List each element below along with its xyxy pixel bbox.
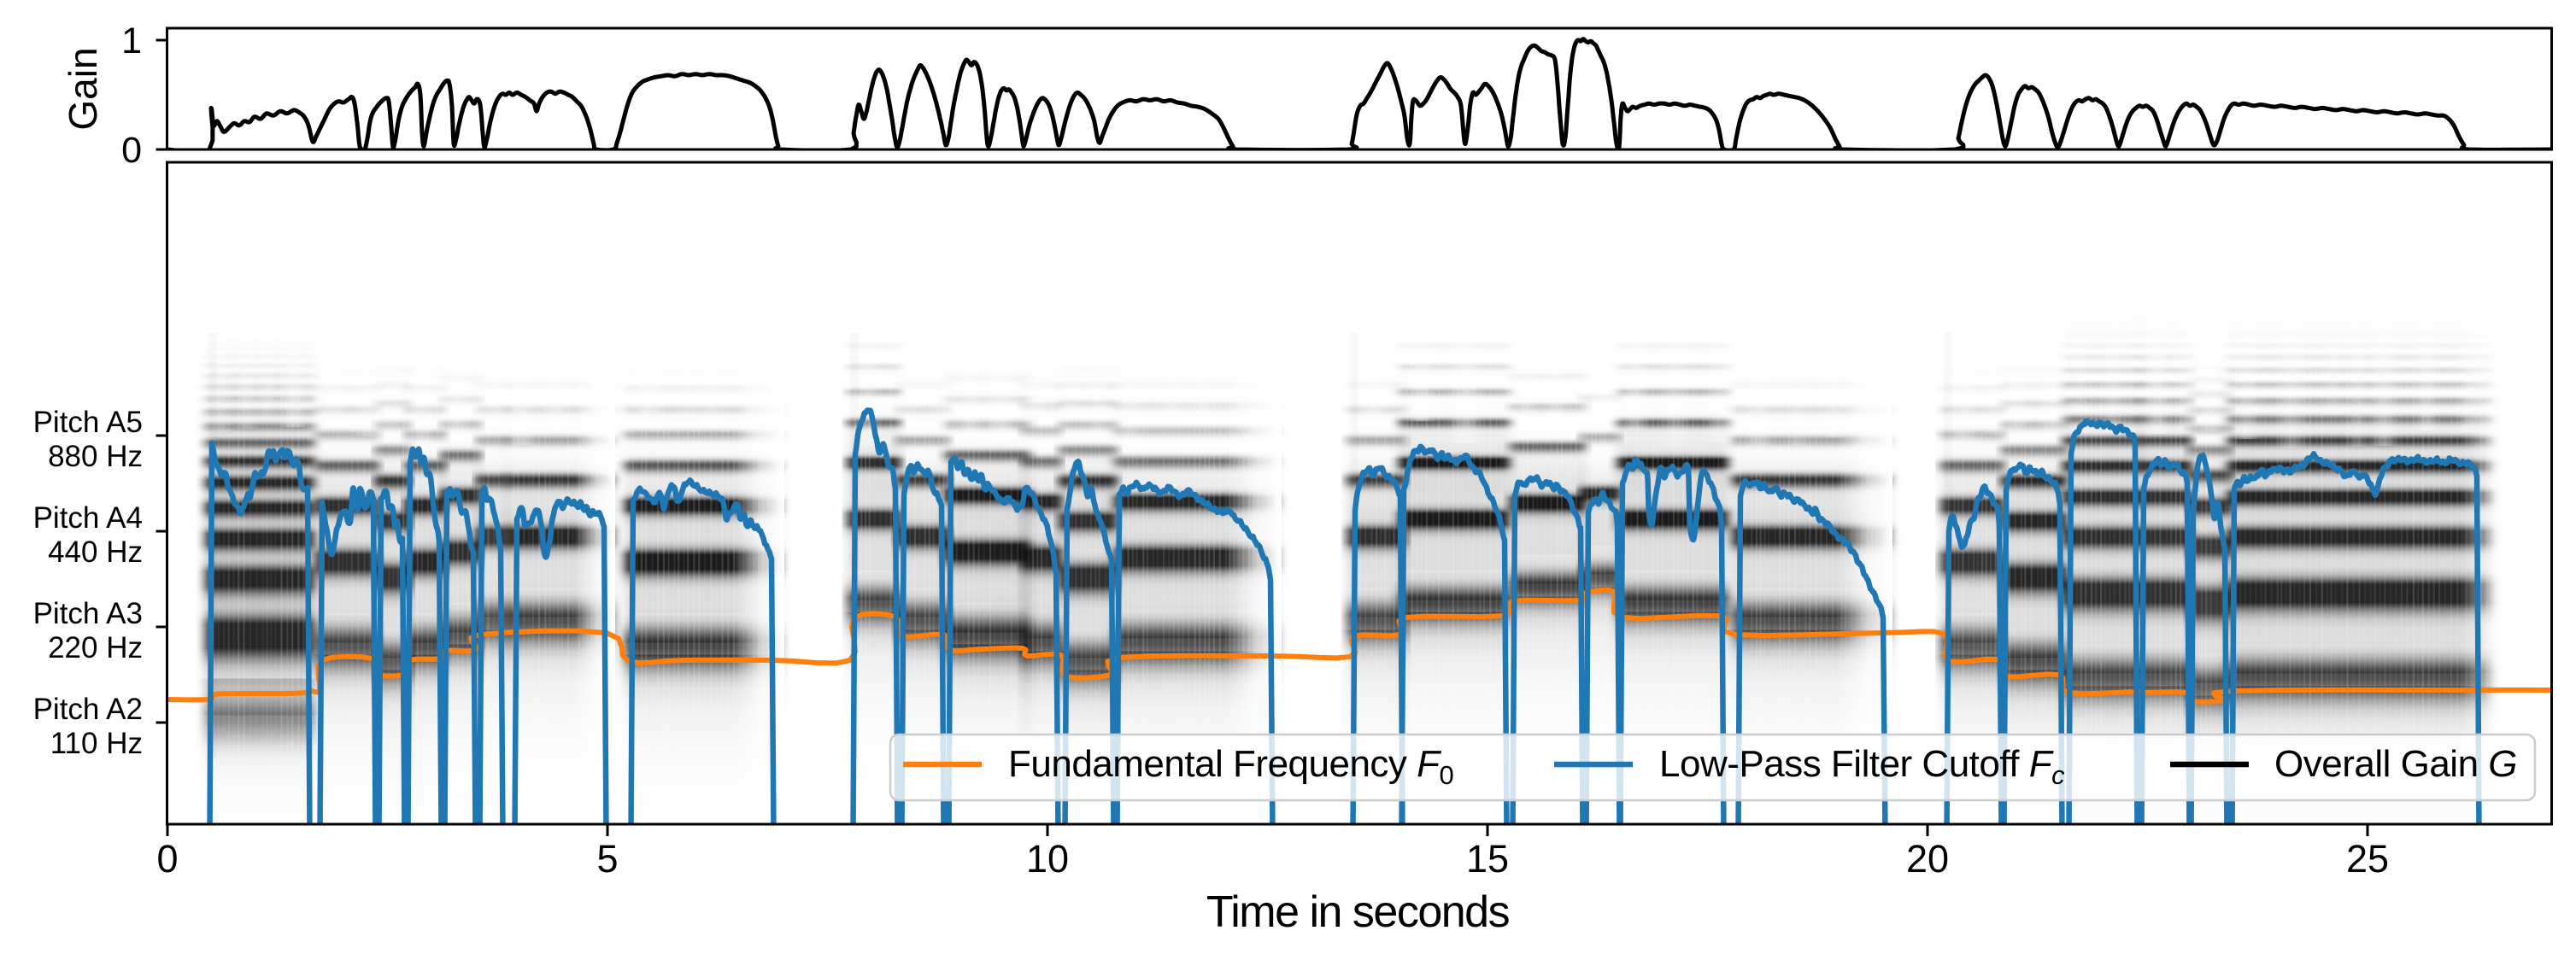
svg-text:110 Hz: 110 Hz xyxy=(50,727,143,760)
svg-text:Pitch A2: Pitch A2 xyxy=(33,693,143,726)
svg-text:10: 10 xyxy=(1026,837,1069,881)
svg-text:Time in seconds: Time in seconds xyxy=(1206,887,1510,937)
svg-text:880 Hz: 880 Hz xyxy=(48,440,143,473)
svg-text:Fundamental Frequency F0: Fundamental Frequency F0 xyxy=(1008,743,1454,790)
svg-text:Gain: Gain xyxy=(61,47,105,130)
svg-text:15: 15 xyxy=(1466,837,1509,881)
svg-text:220 Hz: 220 Hz xyxy=(48,631,143,664)
svg-text:5: 5 xyxy=(596,837,618,881)
svg-text:Pitch A5: Pitch A5 xyxy=(33,406,143,439)
svg-text:Pitch A3: Pitch A3 xyxy=(33,597,143,630)
svg-text:25: 25 xyxy=(2346,837,2389,881)
svg-text:Low-Pass Filter Cutoff Fc: Low-Pass Filter Cutoff Fc xyxy=(1659,743,2065,790)
svg-text:440 Hz: 440 Hz xyxy=(48,536,143,569)
svg-text:Overall Gain G: Overall Gain G xyxy=(2274,743,2517,785)
svg-text:0: 0 xyxy=(156,837,178,881)
svg-text:20: 20 xyxy=(1906,837,1949,881)
svg-text:0: 0 xyxy=(121,130,142,171)
svg-text:Pitch A4: Pitch A4 xyxy=(33,501,143,535)
svg-text:1: 1 xyxy=(121,20,142,61)
